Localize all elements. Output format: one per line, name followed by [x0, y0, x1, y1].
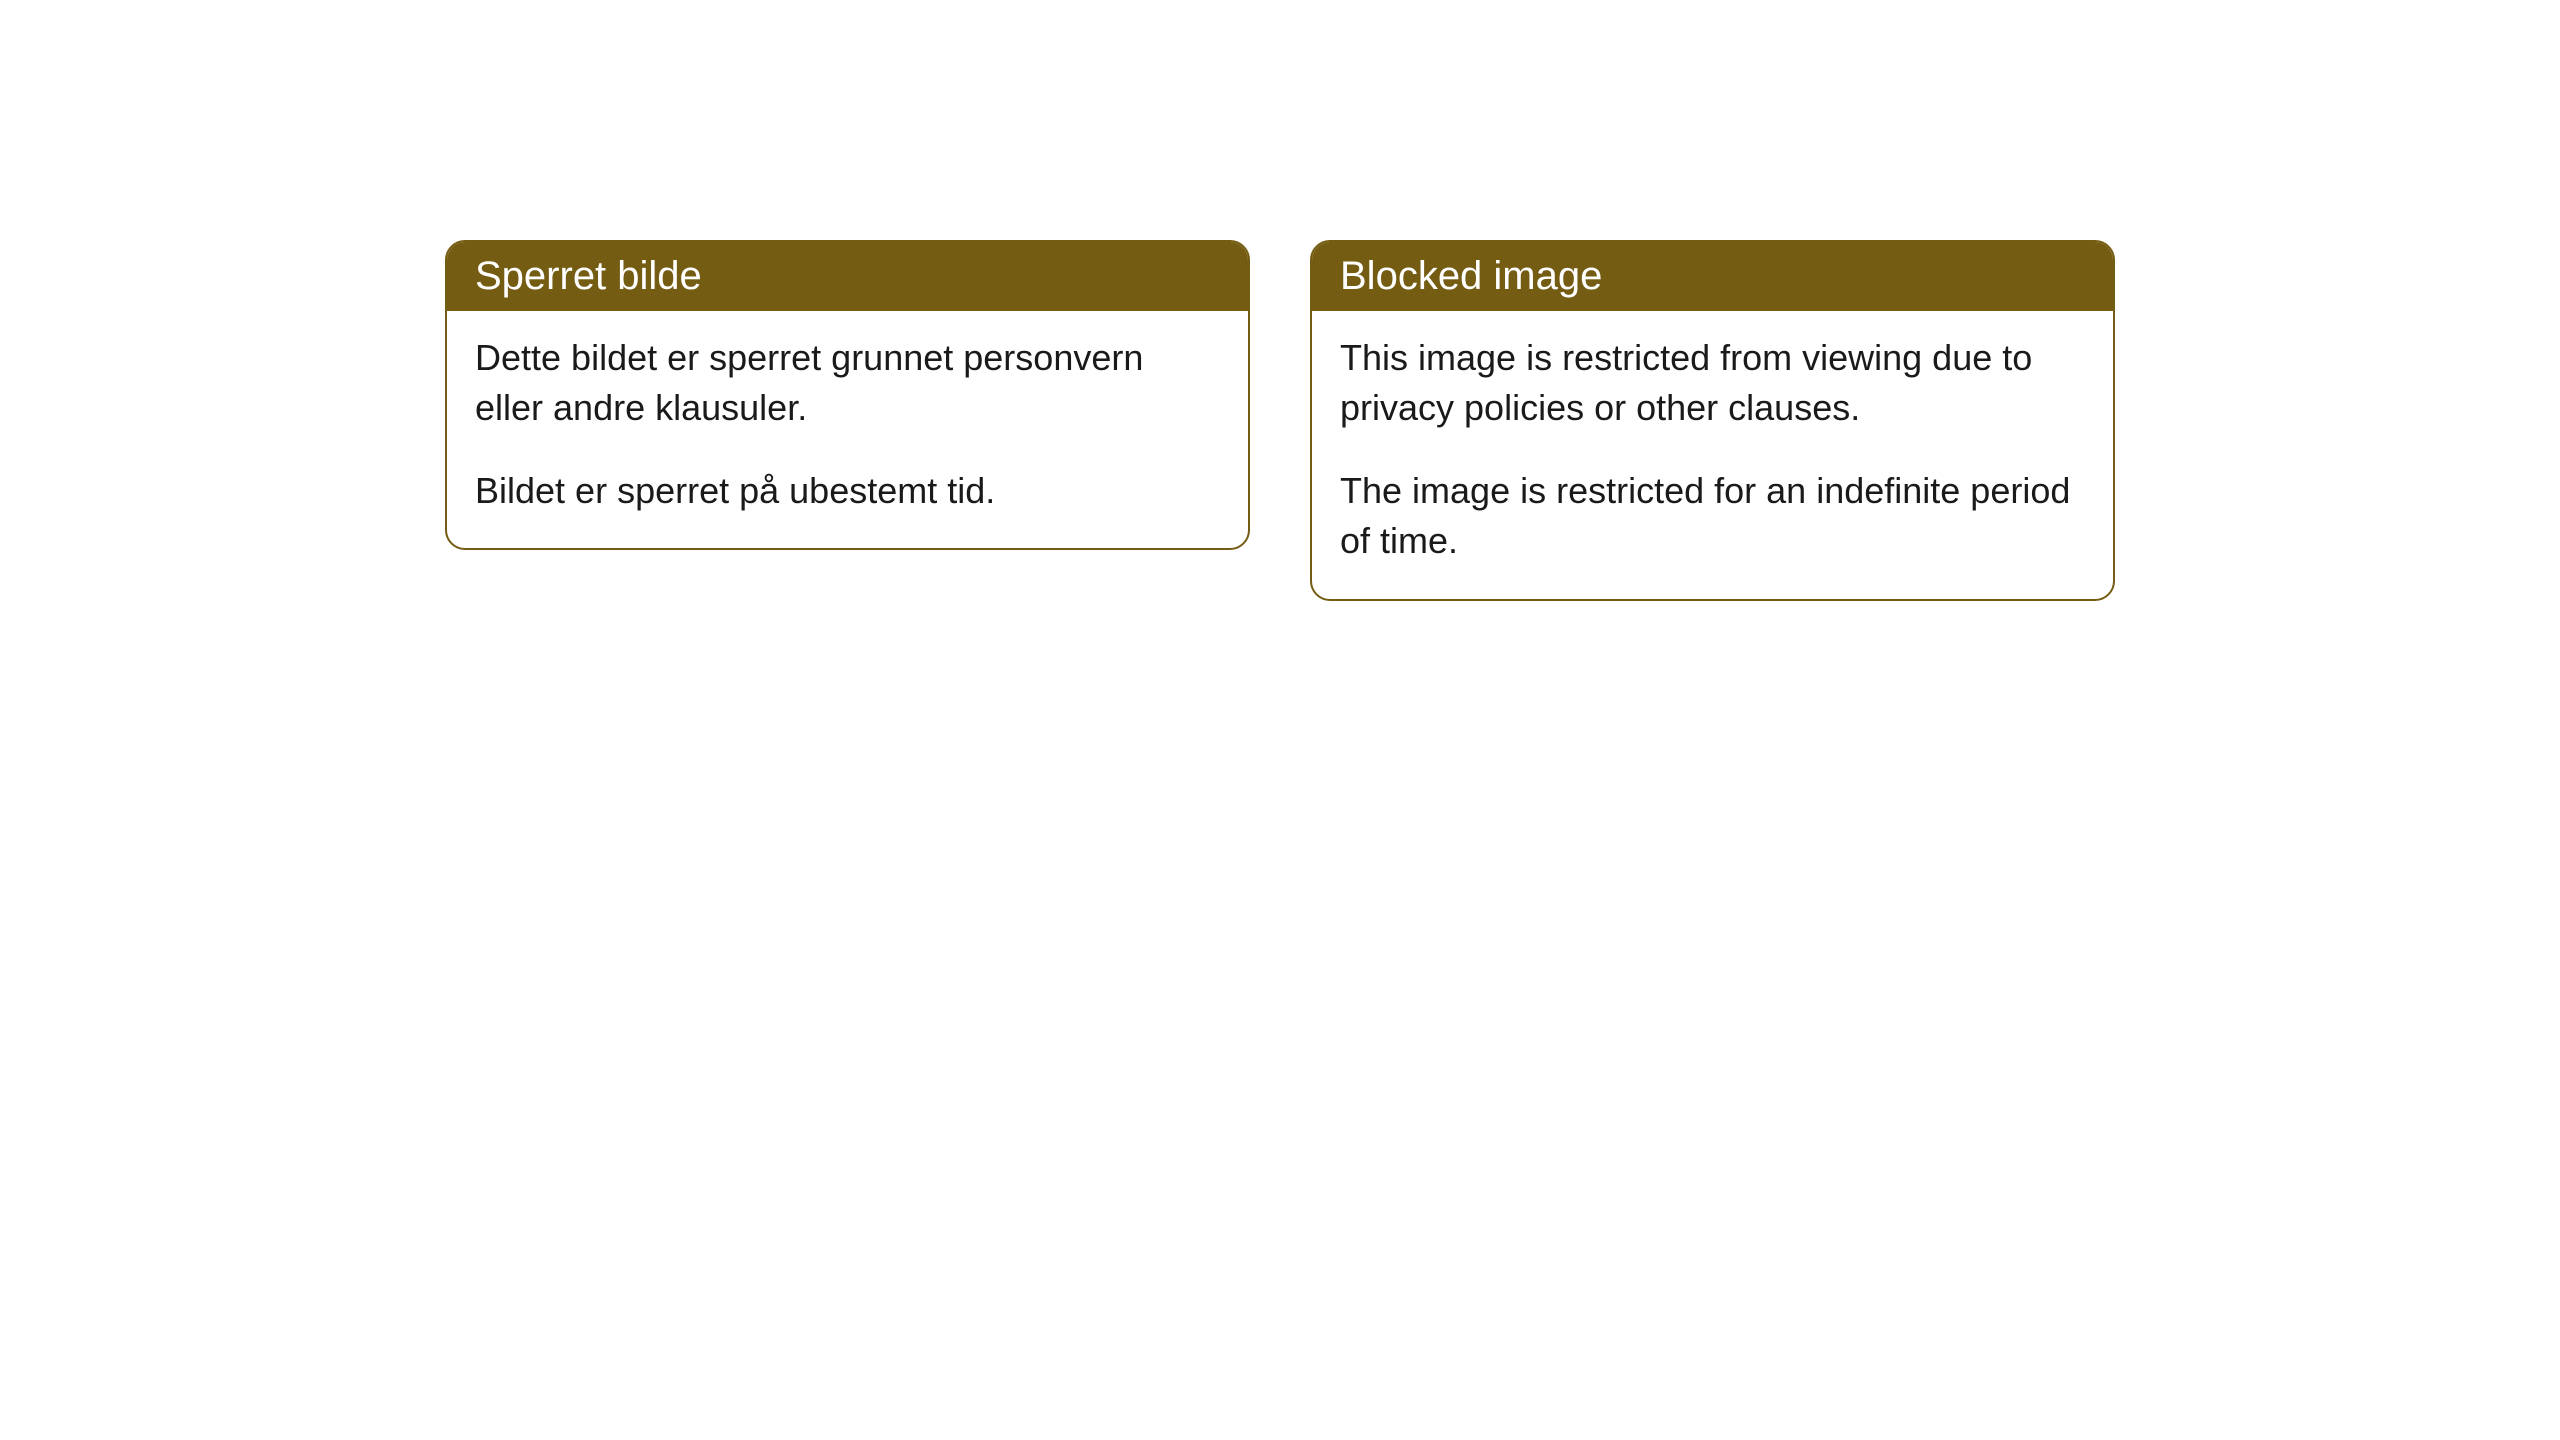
card-paragraph-1: Dette bildet er sperret grunnet personve…: [475, 333, 1220, 434]
card-paragraph-1: This image is restricted from viewing du…: [1340, 333, 2085, 434]
card-container: Sperret bilde Dette bildet er sperret gr…: [445, 240, 2115, 1440]
blocked-image-card-norwegian: Sperret bilde Dette bildet er sperret gr…: [445, 240, 1250, 550]
card-header-norwegian: Sperret bilde: [447, 242, 1248, 311]
card-title: Sperret bilde: [475, 254, 702, 298]
blocked-image-card-english: Blocked image This image is restricted f…: [1310, 240, 2115, 601]
card-paragraph-2: The image is restricted for an indefinit…: [1340, 466, 2085, 567]
card-paragraph-2: Bildet er sperret på ubestemt tid.: [475, 466, 1220, 516]
card-body-norwegian: Dette bildet er sperret grunnet personve…: [447, 311, 1248, 548]
card-body-english: This image is restricted from viewing du…: [1312, 311, 2113, 599]
card-title: Blocked image: [1340, 254, 1602, 298]
card-header-english: Blocked image: [1312, 242, 2113, 311]
